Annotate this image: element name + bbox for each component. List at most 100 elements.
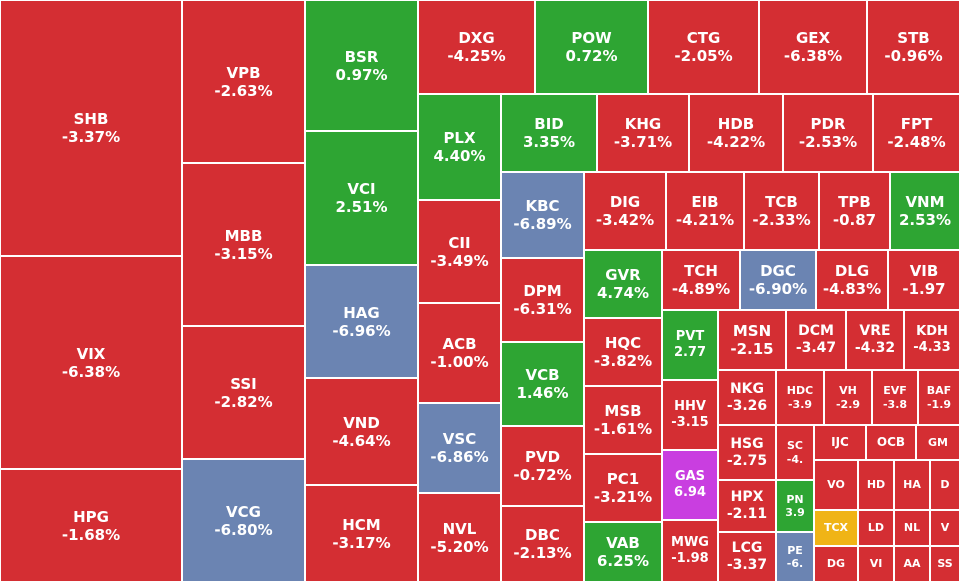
treemap-tile-mbb[interactable]: MBB -3.15%: [182, 163, 305, 326]
tile-ticker: PVD: [524, 448, 561, 466]
tile-change: 3.35%: [522, 133, 576, 151]
treemap-tile-dpm[interactable]: DPM -6.31%: [501, 258, 584, 342]
tile-ticker: VSC: [442, 430, 477, 448]
tile-ticker: PN: [786, 492, 804, 506]
treemap-tile-ocb[interactable]: OCB: [866, 425, 916, 460]
treemap-tile-vcb[interactable]: VCB 1.46%: [501, 342, 584, 426]
treemap-tile-dxg[interactable]: DXG -4.25%: [418, 0, 535, 94]
treemap-tile-hhv[interactable]: HHV -3.15: [662, 380, 718, 450]
treemap-tile-nkg[interactable]: NKG -3.26: [718, 370, 776, 425]
treemap-tile-nl[interactable]: NL: [894, 510, 930, 546]
tile-change: -6.31%: [513, 300, 572, 318]
treemap-tile-vh[interactable]: VH -2.9: [824, 370, 872, 425]
tile-ticker: VCI: [347, 180, 376, 198]
treemap-tile-dlg[interactable]: DLG -4.83%: [816, 250, 888, 310]
treemap-tile-d[interactable]: D: [930, 460, 960, 510]
tile-change: -2.15: [730, 340, 774, 358]
treemap-tile-ld[interactable]: LD: [858, 510, 894, 546]
treemap-tile-hcm[interactable]: HCM -3.17%: [305, 485, 418, 582]
treemap-tile-pn[interactable]: PN 3.9: [776, 480, 814, 532]
treemap-tile-bsr[interactable]: BSR 0.97%: [305, 0, 418, 131]
treemap-tile-dg[interactable]: DG: [814, 546, 858, 582]
treemap-tile-khg[interactable]: KHG -3.71%: [597, 94, 689, 172]
treemap-tile-vix[interactable]: VIX -6.38%: [0, 256, 182, 469]
treemap-tile-ha[interactable]: HA: [894, 460, 930, 510]
treemap-tile-evf[interactable]: EVF -3.8: [872, 370, 918, 425]
treemap-tile-vab[interactable]: VAB 6.25%: [584, 522, 662, 582]
treemap-tile-acb[interactable]: ACB -1.00%: [418, 303, 501, 403]
treemap-tile-vo[interactable]: VO: [814, 460, 858, 510]
treemap-tile-tch[interactable]: TCH -4.89%: [662, 250, 740, 310]
tile-change: -4.89%: [671, 280, 731, 298]
treemap-tile-gas[interactable]: GAS 6.94: [662, 450, 718, 520]
treemap-tile-hdb[interactable]: HDB -4.22%: [689, 94, 783, 172]
treemap-tile-bid[interactable]: BID 3.35%: [501, 94, 597, 172]
treemap-tile-v[interactable]: V: [930, 510, 960, 546]
treemap-tile-eib[interactable]: EIB -4.21%: [666, 172, 744, 250]
tile-ticker: VIX: [76, 344, 106, 363]
tile-ticker: TCB: [765, 193, 798, 211]
treemap-tile-pvd[interactable]: PVD -0.72%: [501, 426, 584, 506]
treemap-tile-dbc[interactable]: DBC -2.13%: [501, 506, 584, 582]
treemap-tile-hag[interactable]: HAG -6.96%: [305, 265, 418, 378]
treemap-tile-vpb[interactable]: VPB -2.63%: [182, 0, 305, 163]
treemap-tile-lcg[interactable]: LCG -3.37: [718, 532, 776, 582]
treemap-tile-vsc[interactable]: VSC -6.86%: [418, 403, 501, 493]
treemap-tile-pdr[interactable]: PDR -2.53%: [783, 94, 873, 172]
treemap-tile-msn[interactable]: MSN -2.15: [718, 310, 786, 370]
tile-ticker: KBC: [525, 197, 560, 215]
treemap-tile-hd[interactable]: HD: [858, 460, 894, 510]
tile-ticker: SS: [937, 557, 953, 571]
treemap-tile-mwg[interactable]: MWG -1.98: [662, 520, 718, 582]
treemap-tile-gm[interactable]: GM: [916, 425, 960, 460]
treemap-tile-vib[interactable]: VIB -1.97: [888, 250, 960, 310]
treemap-tile-tcx[interactable]: TCX: [814, 510, 858, 546]
treemap-tile-pe[interactable]: PE -6.: [776, 532, 814, 582]
tile-change: -4.21%: [675, 211, 735, 229]
treemap-tile-hdc[interactable]: HDC -3.9: [776, 370, 824, 425]
treemap-tile-vi[interactable]: VI: [858, 546, 894, 582]
treemap-tile-shb[interactable]: SHB -3.37%: [0, 0, 182, 256]
treemap-tile-tpb[interactable]: TPB -0.87: [819, 172, 890, 250]
treemap-tile-plx[interactable]: PLX 4.40%: [418, 94, 501, 200]
treemap-tile-hpg[interactable]: HPG -1.68%: [0, 469, 182, 582]
treemap-tile-pc1[interactable]: PC1 -3.21%: [584, 454, 662, 522]
treemap-tile-vci[interactable]: VCI 2.51%: [305, 131, 418, 265]
treemap-tile-baf[interactable]: BAF -1.9: [918, 370, 960, 425]
treemap-tile-fpt[interactable]: FPT -2.48%: [873, 94, 960, 172]
treemap-tile-tcb[interactable]: TCB -2.33%: [744, 172, 819, 250]
treemap-tile-aa[interactable]: AA: [894, 546, 930, 582]
treemap-tile-kbc[interactable]: KBC -6.89%: [501, 172, 584, 258]
treemap-tile-pow[interactable]: POW 0.72%: [535, 0, 648, 94]
treemap-tile-vre[interactable]: VRE -4.32: [846, 310, 904, 370]
treemap-tile-hqc[interactable]: HQC -3.82%: [584, 318, 662, 386]
tile-change: 6.25%: [596, 552, 650, 570]
treemap-tile-msb[interactable]: MSB -1.61%: [584, 386, 662, 454]
treemap-tile-hsg[interactable]: HSG -2.75: [718, 425, 776, 480]
tile-ticker: CII: [448, 233, 471, 252]
treemap-tile-kdh[interactable]: KDH -4.33: [904, 310, 960, 370]
treemap-tile-cii[interactable]: CII -3.49%: [418, 200, 501, 303]
treemap-tile-nvl[interactable]: NVL -5.20%: [418, 493, 501, 582]
treemap-tile-dgc[interactable]: DGC -6.90%: [740, 250, 816, 310]
treemap-tile-pvt[interactable]: PVT 2.77: [662, 310, 718, 380]
treemap-tile-sc[interactable]: SC -4.: [776, 425, 814, 480]
treemap-tile-gex[interactable]: GEX -6.38%: [759, 0, 867, 94]
tile-ticker: BID: [534, 115, 564, 133]
treemap-tile-ijc[interactable]: IJC: [814, 425, 866, 460]
treemap-tile-gvr[interactable]: GVR 4.74%: [584, 250, 662, 318]
treemap-tile-dig[interactable]: DIG -3.42%: [584, 172, 666, 250]
treemap-tile-dcm[interactable]: DCM -3.47: [786, 310, 846, 370]
treemap-tile-vnd[interactable]: VND -4.64%: [305, 378, 418, 485]
treemap-tile-stb[interactable]: STB -0.96%: [867, 0, 960, 94]
treemap-tile-vcg[interactable]: VCG -6.80%: [182, 459, 305, 582]
tile-change: -2.33%: [752, 211, 811, 229]
treemap-tile-ssi[interactable]: SSI -2.82%: [182, 326, 305, 459]
treemap-tile-ctg[interactable]: CTG -2.05%: [648, 0, 759, 94]
treemap-tile-hpx[interactable]: HPX -2.11: [718, 480, 776, 532]
treemap-tile-vnm[interactable]: VNM 2.53%: [890, 172, 960, 250]
tile-change: 3.9: [785, 506, 805, 519]
tile-change: -1.68%: [61, 525, 121, 544]
treemap-tile-ss[interactable]: SS: [930, 546, 960, 582]
tile-ticker: DPM: [523, 282, 562, 300]
